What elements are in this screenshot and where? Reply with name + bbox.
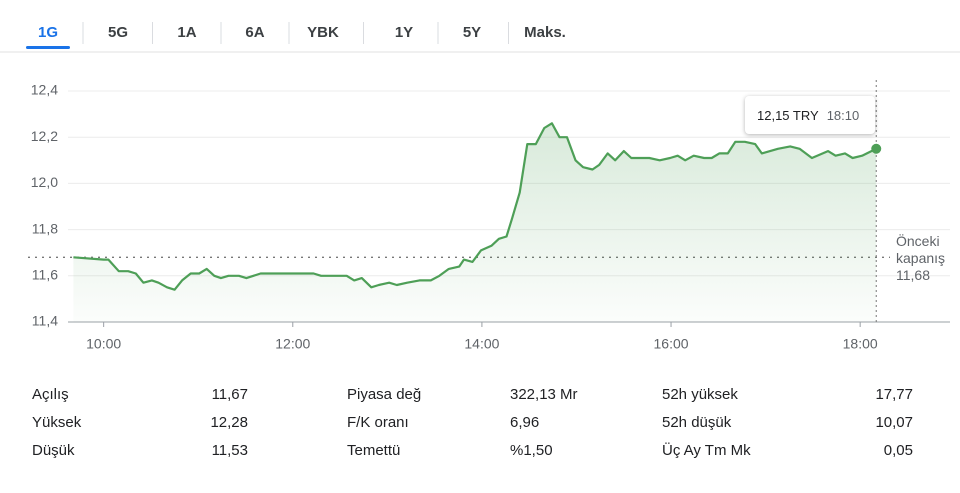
y-tick-label: 11,8 (32, 220, 58, 236)
y-tick-label: 12,2 (31, 128, 58, 144)
x-tick-label: 16:00 (654, 336, 689, 352)
y-tick-label: 11,6 (32, 267, 58, 283)
stat-value: 322,13 Mr (510, 386, 578, 403)
stat-value: 17,77 (875, 386, 913, 403)
tab-indicator (26, 46, 70, 49)
price-line (73, 122, 877, 291)
tab[interactable]: 5Y (463, 24, 481, 41)
y-tick-label: 12,0 (31, 174, 58, 190)
tooltip: 12,15 TRY 18:10 (745, 96, 875, 134)
y-tick-label: 12,4 (31, 82, 58, 98)
stat-label: Temettü (347, 442, 400, 459)
tooltip-time: 18:10 (826, 107, 860, 123)
x-tick-label: 12:00 (275, 336, 310, 352)
tab[interactable]: 5G (108, 24, 128, 41)
stat-value: %1,50 (510, 442, 553, 459)
x-tick-label: 10:00 (86, 336, 121, 352)
stat-value: 6,96 (510, 414, 539, 431)
stat-value: 11,67 (212, 386, 248, 403)
stat-label: F/K oranı (347, 414, 409, 431)
tab[interactable]: 1Y (395, 24, 413, 41)
stat-label: Piyasa değ (347, 386, 421, 403)
y-tick-label: 11,4 (32, 313, 58, 329)
stat-label: 52h düşük (662, 414, 732, 431)
tab[interactable]: 6A (245, 24, 264, 41)
stat-label: 52h yüksek (662, 386, 738, 403)
x-tick-label: 18:00 (843, 336, 878, 352)
stat-value: 10,07 (875, 414, 913, 431)
stat-value: 0,05 (884, 442, 913, 459)
tooltip-price: 12,15 TRY (757, 107, 819, 123)
tab[interactable]: YBK (307, 24, 339, 41)
last-point (871, 143, 882, 154)
stat-value: 12,28 (210, 414, 248, 431)
stat-value: 11,53 (212, 442, 248, 459)
stat-label: Yüksek (32, 414, 82, 431)
tab[interactable]: 1A (177, 24, 196, 41)
reference-value: 11,68 (896, 267, 930, 283)
reference-label: Önceki kapanış (896, 233, 946, 266)
stat-label: Üç Ay Tm Mk (662, 441, 751, 459)
area (73, 123, 877, 322)
x-tick-label: 14:00 (464, 336, 499, 352)
stat-label: Açılış (32, 386, 69, 403)
tab[interactable]: 1G (38, 24, 58, 41)
stat-label: Düşük (32, 442, 75, 459)
tab[interactable]: Maks. (524, 24, 566, 41)
